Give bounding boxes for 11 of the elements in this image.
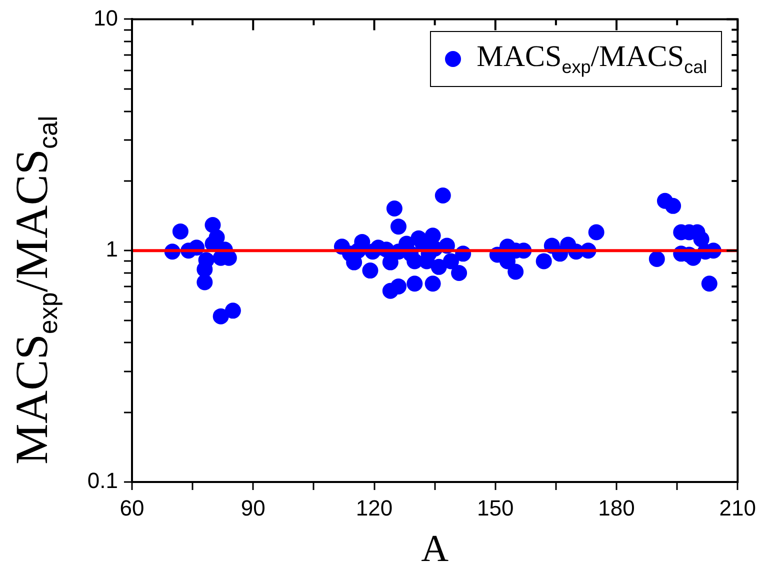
x-tick-label: 210 xyxy=(719,495,756,520)
y-tick-label: 0.1 xyxy=(87,468,118,494)
legend-label: MACS$_{exp}$/MACS$_{cal}$ xyxy=(476,40,708,78)
x-axis-title: A xyxy=(421,528,450,570)
y-tick-label: 10 xyxy=(94,5,118,30)
y-tick-label: 1 xyxy=(106,236,118,262)
x-tick-label: 180 xyxy=(598,495,635,520)
x-tick-label: 120 xyxy=(356,495,393,520)
x-tick-label: 90 xyxy=(240,495,266,520)
x-tick-label: 60 xyxy=(120,495,144,520)
x-tick-label: 150 xyxy=(477,495,514,520)
